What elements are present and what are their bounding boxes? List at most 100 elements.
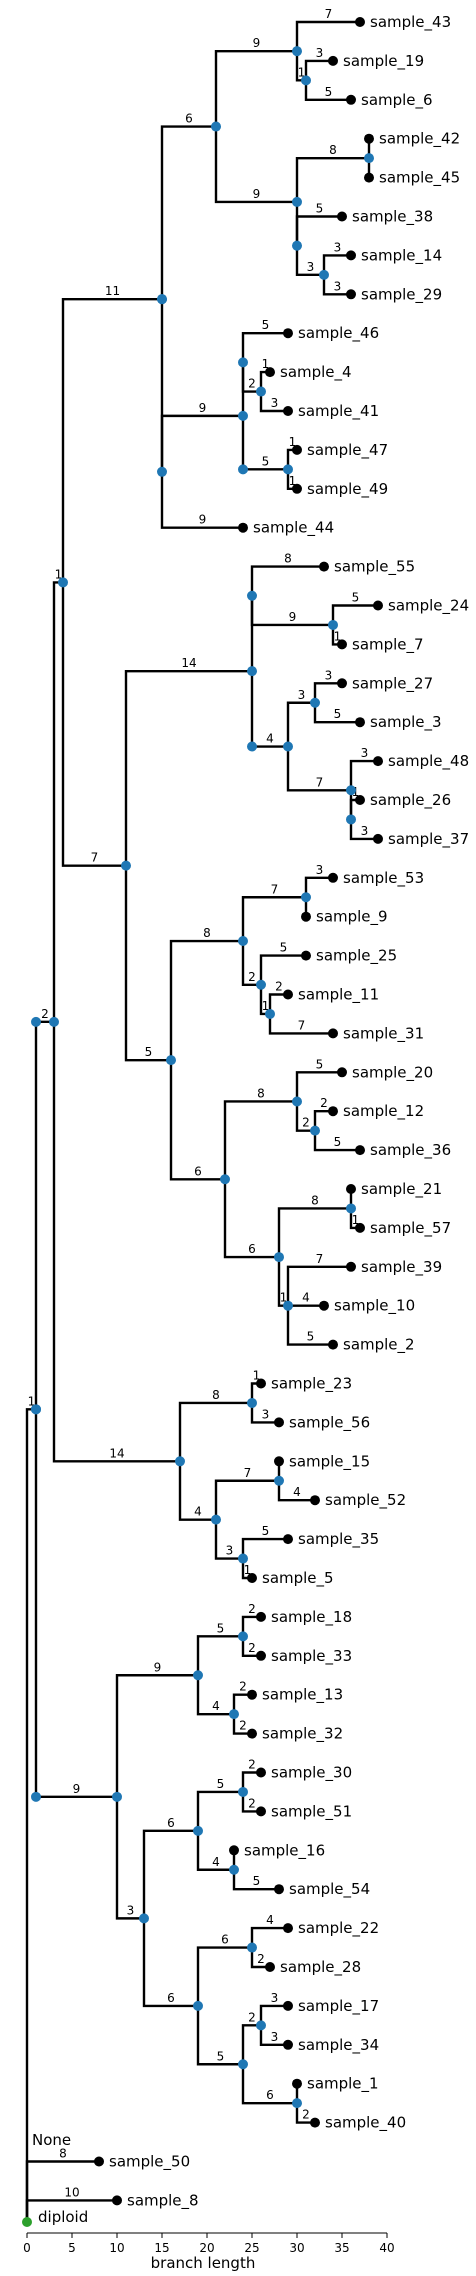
edge-n_T1: [223, 1100, 299, 1181]
leaf-node: [265, 1962, 275, 1972]
internal-node: [238, 1631, 248, 1642]
leaf-node: [283, 989, 293, 1000]
edge-sample_38: [295, 215, 344, 247]
x-tick-label: 40: [379, 2241, 394, 2255]
branch-length-label: 5: [217, 2049, 225, 2063]
leaf-label-sample-17: sample_17: [298, 1997, 379, 2016]
leaf-label-sample-43: sample_43: [370, 13, 451, 32]
edge-n_O: [61, 581, 128, 867]
branch-length-label: 5: [253, 1874, 261, 1888]
edge-sample_8: [25, 2199, 119, 2224]
internal-node: [346, 785, 356, 796]
internal-node: [238, 2059, 248, 2070]
leaf-label-sample-20: sample_20: [352, 1063, 433, 1082]
leaf-label-sample-47: sample_47: [307, 441, 388, 460]
branch-length-label: 2: [248, 2010, 256, 2024]
leaf-node: [328, 1339, 338, 1350]
leaf-label-sample-14: sample_14: [361, 246, 442, 265]
edge-sample_40: [295, 2101, 317, 2124]
branch-length-label: 2: [302, 2108, 310, 2122]
branch-length-label: 1: [262, 357, 270, 371]
leaf-label-sample-52: sample_52: [325, 1491, 406, 1510]
edge-sample_24: [331, 604, 380, 627]
edge-n_H: [214, 49, 299, 128]
leaf-node: [256, 1650, 266, 1661]
branch-length-label: 6: [167, 1816, 175, 1830]
leaf-node: [310, 1495, 320, 1506]
leaf-node: [355, 1222, 365, 1233]
branch-length-label: 7: [271, 882, 279, 896]
internal-node: [346, 814, 356, 825]
edge-n_S: [169, 939, 245, 1062]
leaf-node: [256, 1611, 266, 1622]
branch-length-label: 2: [248, 377, 256, 391]
edge-sample_43: [295, 20, 362, 53]
leaf-label-sample-13: sample_13: [262, 1686, 343, 1705]
leaf-node: [346, 250, 356, 261]
leaf-node: [283, 1534, 293, 1545]
x-tick-label: 10: [109, 2241, 124, 2255]
branch-length-label: 7: [325, 7, 333, 21]
edge-n_D: [52, 581, 65, 1024]
leaf-label-sample-39: sample_39: [361, 1258, 442, 1277]
edge-n_AC1: [196, 1946, 254, 2008]
branch-length-label: 2: [248, 1602, 256, 1616]
edge-sample_44: [160, 470, 245, 529]
leaf-label-sample-24: sample_24: [388, 597, 469, 616]
internal-node: [211, 1514, 221, 1525]
leaf-label-sample-34: sample_34: [298, 2036, 379, 2055]
branch-length-label: 5: [262, 318, 270, 332]
edge-sample_27: [313, 682, 344, 704]
leaf-label-sample-41: sample_41: [298, 402, 379, 421]
branch-length-label: 4: [266, 732, 274, 746]
branch-length-label: 4: [194, 1505, 202, 1519]
branch-length-label: 4: [212, 1699, 220, 1713]
branch-length-label: 5: [262, 1524, 270, 1538]
leaf-label-sample-36: sample_36: [370, 1141, 451, 1160]
branch-length-label: 8: [212, 1388, 220, 1402]
edge-n_AD: [196, 2004, 245, 2066]
leaf-node: [274, 1456, 284, 1467]
branch-length-label: 6: [167, 1991, 175, 2005]
leaf-label-sample-32: sample_32: [262, 1725, 343, 1744]
tree-edges: [25, 20, 380, 2224]
edge-n_Z1: [196, 1635, 245, 1677]
leaf-label-sample-31: sample_31: [343, 1024, 424, 1043]
edge-n_AB: [142, 1829, 200, 1920]
branch-length-label: 1: [352, 1213, 360, 1227]
leaf-label-sample-1: sample_1: [307, 2075, 379, 2094]
leaf-label-sample-40: sample_40: [325, 2114, 406, 2133]
leaf-node: [373, 756, 383, 767]
branch-length-label: 9: [73, 1782, 81, 1796]
leaf-node: [256, 1806, 266, 1817]
x-axis-ticks: 0 5 10 15 20 25 30 35 40: [23, 2233, 395, 2255]
edge-n_J: [214, 125, 299, 204]
branch-length-label: 1: [55, 567, 63, 581]
internal-node: [58, 577, 68, 588]
edge-sample_30: [241, 1771, 263, 1794]
edge-n_Q3: [286, 745, 353, 792]
internal-node: [292, 1096, 302, 1107]
x-axis: 0 5 10 15 20 25 30 35 40 branch length: [23, 2232, 395, 2272]
branch-length-label: 6: [194, 1164, 202, 1178]
leaf-label-sample-35: sample_35: [298, 1530, 379, 1549]
branch-length-label: 1: [334, 629, 342, 643]
edge-sample_31: [268, 1012, 335, 1035]
branch-length-label: 5: [307, 1330, 315, 1344]
internal-node: [310, 1125, 320, 1136]
internal-node: [193, 1670, 203, 1681]
branch-length-label: 8: [311, 1193, 319, 1207]
edge-n_AD2: [241, 2063, 299, 2105]
edge-sample_35: [241, 1537, 290, 1560]
branch-length-label: 5: [334, 707, 342, 721]
edge-n_Z: [115, 1674, 200, 1799]
leaf-label-sample-45: sample_45: [379, 169, 460, 188]
branch-length-label: 5: [352, 591, 360, 605]
edge-n_P: [124, 669, 254, 867]
branch-length-label: 3: [271, 396, 279, 410]
internal-node: [49, 1016, 59, 1027]
branch-length-label: 8: [257, 1086, 265, 1100]
leaf-node: [337, 1067, 347, 1078]
branch-length-label: 5: [316, 202, 324, 216]
leaf-label-sample-42: sample_42: [379, 130, 460, 149]
